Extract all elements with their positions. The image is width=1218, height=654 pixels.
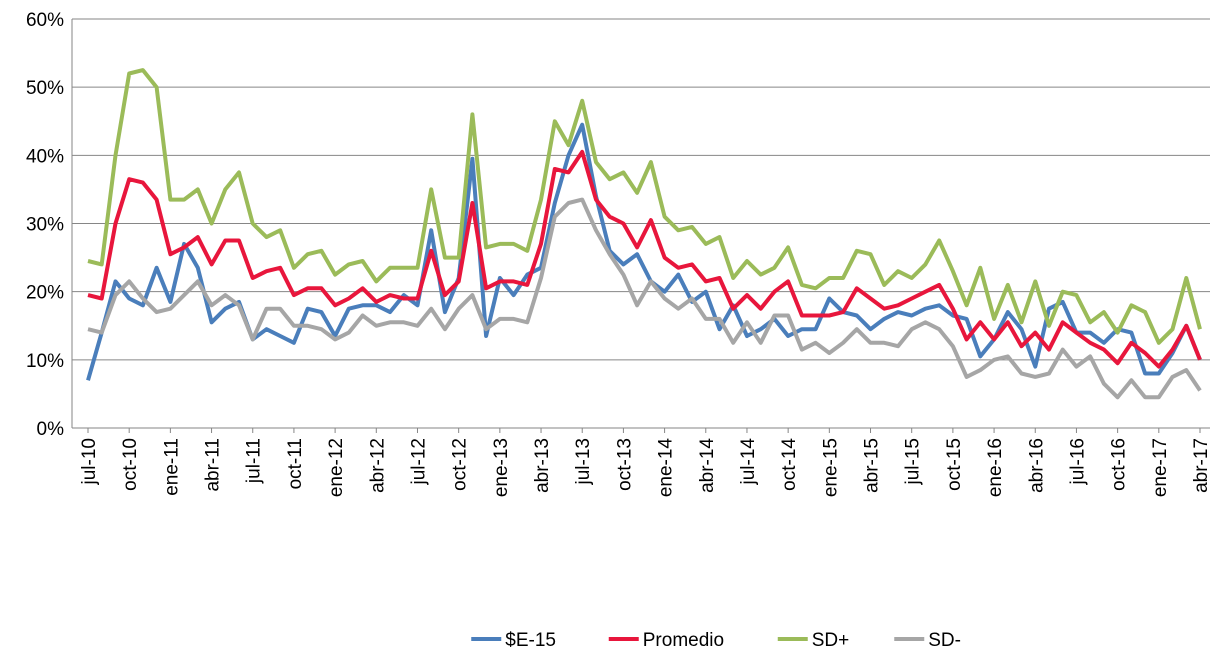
series-line bbox=[87, 149, 1202, 369]
x-tick-label: abr-14 bbox=[697, 438, 718, 493]
x-tick-label: oct-12 bbox=[450, 438, 471, 491]
x-tick-label: ene-12 bbox=[326, 438, 347, 497]
y-tick-label: 10% bbox=[26, 351, 64, 372]
series-line bbox=[87, 197, 1202, 400]
x-tick-label: abr-16 bbox=[1026, 438, 1047, 493]
x-tick-label: ene-17 bbox=[1150, 438, 1171, 497]
x-tick-label: oct-15 bbox=[944, 438, 965, 491]
series-line bbox=[86, 122, 1202, 381]
x-tick-label: ene-13 bbox=[491, 438, 512, 497]
x-tick-label: oct-11 bbox=[285, 438, 306, 489]
x-tick-label: oct-10 bbox=[120, 438, 141, 491]
x-tick-label: ene-14 bbox=[656, 438, 677, 498]
y-tick-label: 60% bbox=[26, 10, 64, 31]
x-tick-label: abr-12 bbox=[367, 438, 388, 493]
y-tick-label: 40% bbox=[26, 146, 64, 167]
x-tick-label: ene-16 bbox=[985, 438, 1006, 497]
legend-label: SD+ bbox=[812, 630, 850, 651]
x-tick-label: abr-17 bbox=[1191, 438, 1212, 493]
x-tick-label: oct-14 bbox=[779, 438, 800, 491]
legend-label: $E-15 bbox=[505, 630, 556, 651]
x-tick-label: ene-11 bbox=[161, 438, 182, 496]
y-tick-label: 20% bbox=[26, 283, 64, 304]
legend-label: Promedio bbox=[643, 630, 724, 651]
y-tick-label: 0% bbox=[37, 419, 65, 440]
y-tick-label: 30% bbox=[26, 215, 64, 236]
x-tick-label: jul-12 bbox=[408, 438, 429, 485]
x-tick-label: oct-13 bbox=[614, 438, 635, 491]
series-line bbox=[87, 68, 1202, 345]
x-tick-label: oct-16 bbox=[1109, 438, 1130, 491]
x-tick-label: jul-11 bbox=[244, 438, 265, 484]
x-tick-label: jul-15 bbox=[903, 438, 924, 485]
x-tick-label: jul-13 bbox=[573, 438, 594, 485]
y-tick-label: 50% bbox=[26, 78, 64, 99]
x-tick-label: jul-16 bbox=[1067, 438, 1088, 485]
x-tick-label: jul-14 bbox=[738, 438, 759, 486]
x-tick-label: ene-15 bbox=[820, 438, 841, 497]
x-tick-label: abr-11 bbox=[203, 438, 224, 492]
legend-label: SD- bbox=[928, 630, 961, 651]
x-tick-label: jul-10 bbox=[79, 438, 100, 485]
x-tick-label: abr-15 bbox=[862, 438, 883, 493]
x-tick-label: abr-13 bbox=[532, 438, 553, 493]
